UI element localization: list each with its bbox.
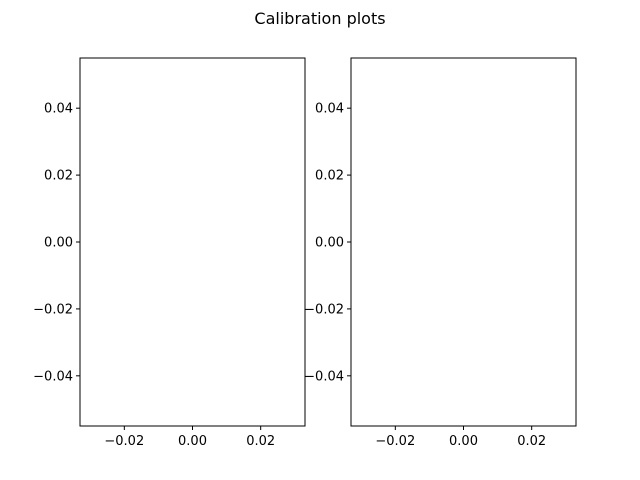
axes-left: −0.02 0.00 0.02 −0.04 −0.02 0.00 0.02 0.04 [33, 57, 306, 449]
y-tick-label: 0.04 [44, 102, 73, 117]
y-tick-label: −0.02 [304, 302, 344, 317]
y-tick-label: 0.04 [315, 102, 344, 117]
y-tick-label: 0.02 [315, 169, 344, 184]
y-tick-label: −0.04 [304, 369, 344, 384]
plot-frame-left [79, 57, 306, 427]
y-tick-label: −0.02 [33, 302, 73, 317]
x-tick-label: −0.02 [375, 434, 415, 449]
axes-right: −0.02 0.00 0.02 −0.04 −0.02 0.00 0.02 0.04 [304, 57, 577, 449]
y-tick-label: 0.00 [44, 236, 73, 251]
y-tick-label: −0.04 [33, 369, 73, 384]
plot-frame-right [350, 57, 577, 427]
x-tick-label: 0.00 [178, 434, 207, 449]
x-tick-label: −0.02 [104, 434, 144, 449]
figure-title: Calibration plots [254, 9, 385, 28]
y-tick-label: 0.02 [44, 169, 73, 184]
x-tick-label: 0.02 [517, 434, 546, 449]
y-tick-label: 0.00 [315, 236, 344, 251]
x-tick-label: 0.00 [449, 434, 478, 449]
x-tick-label: 0.02 [246, 434, 275, 449]
